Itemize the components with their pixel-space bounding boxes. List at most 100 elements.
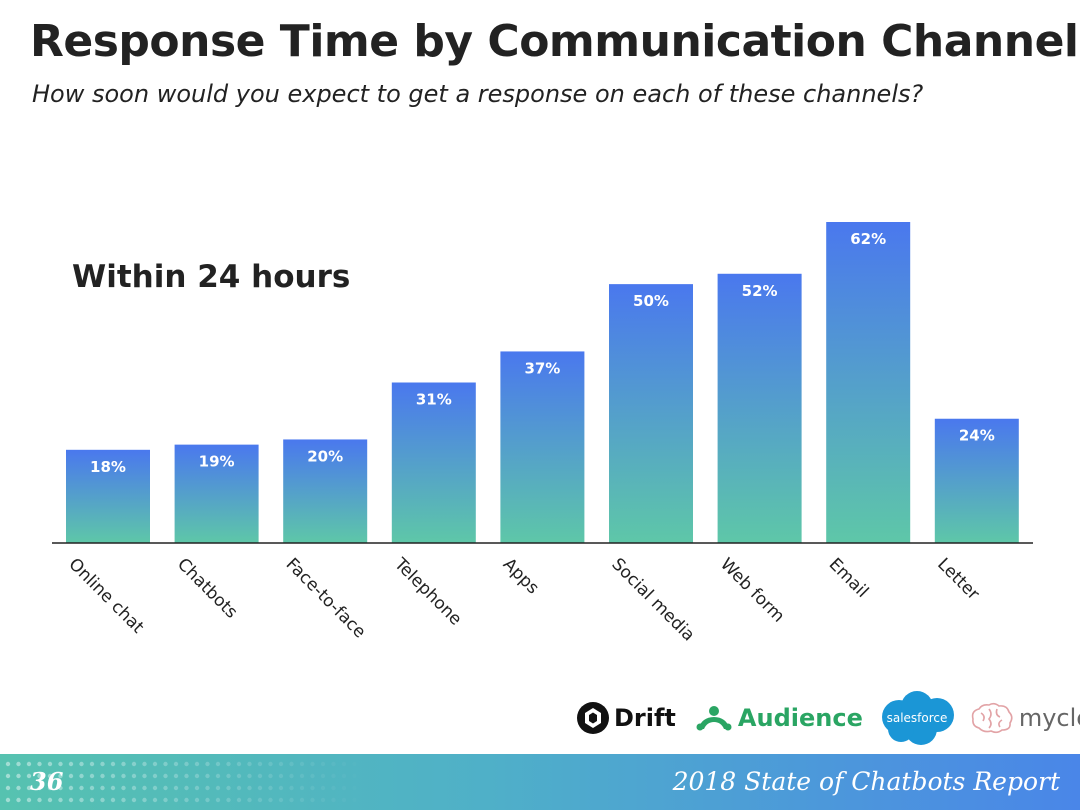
footer-dot	[194, 785, 200, 791]
footer-dot	[215, 773, 221, 779]
footer-dot	[142, 761, 147, 767]
footer-dot	[121, 761, 126, 767]
footer-dot	[257, 761, 263, 767]
footer-dot	[68, 785, 74, 791]
bar-chatbots	[174, 444, 259, 543]
audience-logo-icon	[696, 706, 732, 731]
data-label-online-chat: 18%	[90, 458, 126, 476]
footer-dot	[289, 773, 294, 779]
bar-letter	[934, 418, 1019, 543]
footer-dot	[205, 797, 210, 803]
myclever-logo-text: myclever	[1018, 704, 1080, 732]
footer-dot	[247, 773, 252, 779]
footer-dot	[342, 798, 346, 802]
footer-dot	[215, 761, 221, 767]
footer-dot	[278, 797, 284, 803]
footer-dot	[79, 797, 84, 803]
brain-icon	[971, 702, 1013, 734]
footer-dot	[278, 761, 284, 767]
bar-chart: Within 24 hours 18% 19% 20% 31% 37% 50% 52% 62%…	[52, 222, 1033, 646]
footer-dot	[5, 785, 11, 791]
salesforce-logo-text: salesforce	[886, 711, 947, 725]
footer-dot	[226, 761, 231, 767]
footer-dot	[205, 773, 210, 779]
footer-dot	[100, 761, 105, 767]
footer-dot	[342, 786, 346, 790]
footer-dot	[310, 785, 315, 791]
footer-dot	[236, 773, 242, 779]
bar-social-media	[609, 284, 693, 543]
footer-dot	[5, 797, 11, 803]
footer-dot	[215, 797, 221, 803]
footer-dot	[152, 785, 158, 791]
footer-dot	[47, 761, 53, 767]
x-tick-label-email: Email	[825, 554, 872, 601]
footer-dot	[342, 774, 346, 778]
footer-dot	[16, 797, 21, 803]
footer-dot	[58, 773, 63, 779]
footer-dot	[342, 762, 346, 766]
x-tick-label-face-to-face: Face-to-face	[282, 554, 370, 642]
data-label-email: 62%	[850, 230, 886, 248]
footer-dot	[289, 785, 294, 791]
x-axis-labels: Online chat Chatbots Face-to-face Telephone…	[64, 554, 983, 646]
footer-dot	[163, 785, 168, 791]
bar-email	[826, 222, 911, 543]
footer-dot	[79, 773, 84, 779]
slide-title: Response Time by Communication Channel	[30, 16, 1079, 67]
footer-dot	[173, 797, 179, 803]
footer-dot	[110, 797, 116, 803]
salesforce-logo: salesforce	[877, 689, 957, 747]
bar-web-form	[717, 273, 802, 543]
footer-dot	[257, 773, 263, 779]
footer-dot	[184, 761, 189, 767]
footer-dot	[257, 797, 263, 803]
footer-dot	[320, 785, 326, 791]
footer-dot	[194, 797, 200, 803]
footer-dot	[331, 761, 336, 767]
footer-dot	[226, 773, 231, 779]
footer-dot	[68, 797, 74, 803]
footer-dot	[257, 785, 263, 791]
drift-logo-text: Drift	[614, 704, 676, 732]
footer-dot	[58, 785, 63, 791]
footer-dot	[110, 773, 116, 779]
footer-dot	[16, 785, 21, 791]
footer-dot	[236, 797, 242, 803]
footer-dot	[310, 773, 315, 779]
footer-dot	[247, 797, 252, 803]
audience-logo-text: Audience	[737, 704, 863, 732]
footer-dot	[320, 773, 326, 779]
footer-dot	[79, 785, 84, 791]
footer-dot	[247, 761, 252, 767]
footer-dot	[89, 773, 95, 779]
footer-dot	[16, 761, 21, 767]
footer-dot	[320, 797, 326, 803]
footer-dot	[131, 773, 137, 779]
footer-dot	[299, 773, 305, 779]
footer-dot	[226, 797, 231, 803]
footer-dot	[236, 761, 242, 767]
drift-logo-icon	[577, 702, 609, 734]
footer-dot	[247, 785, 252, 791]
footer-dot	[26, 773, 32, 779]
footer-dot	[215, 785, 221, 791]
footer-dot	[352, 786, 356, 790]
footer-dot	[268, 773, 273, 779]
footer-dot	[289, 797, 294, 803]
footer-dot	[310, 761, 315, 767]
x-tick-label-chatbots: Chatbots	[173, 554, 241, 622]
footer-dot	[184, 773, 189, 779]
footer-dot	[26, 797, 32, 803]
audience-logo: Audience	[694, 703, 863, 733]
footer-dot	[320, 761, 326, 767]
footer-dot	[121, 785, 126, 791]
footer-dot	[173, 761, 179, 767]
footer-dot	[131, 761, 137, 767]
footer-dot	[110, 785, 116, 791]
footer-dot	[121, 797, 126, 803]
x-tick-label-social-media: Social media	[607, 554, 698, 645]
footer-dot	[299, 797, 305, 803]
footer-dot	[5, 773, 11, 779]
footer-dot	[142, 773, 147, 779]
